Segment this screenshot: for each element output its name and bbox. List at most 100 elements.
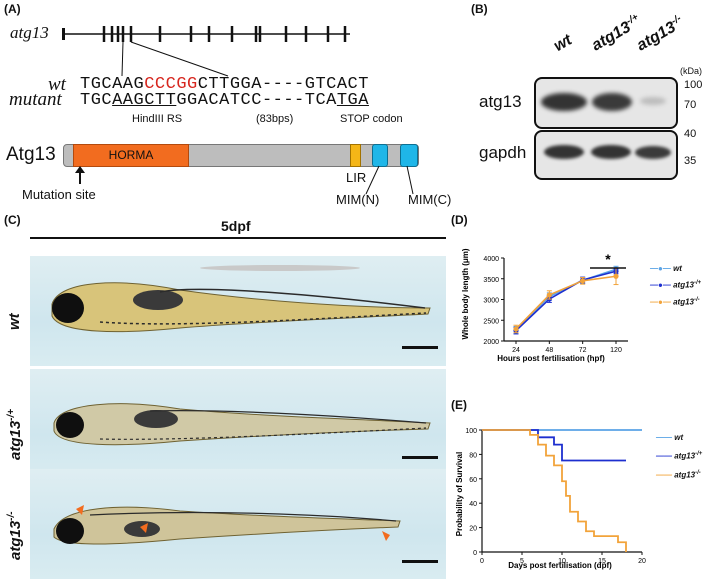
survival-legend-line-het-icon: —— <box>656 451 672 461</box>
growth-chart: 2000 2500 3000 3500 4000 24 48 72 120 Whole body… <box>461 248 628 363</box>
scale-bar-wt <box>402 346 438 349</box>
survival-y-tick-label: 0 <box>473 550 477 557</box>
panel-c-label: (C) <box>4 213 21 227</box>
growth-data-point <box>513 326 519 332</box>
growth-x-tick-label: 24 <box>512 347 520 354</box>
survival-legend-line-ko-icon: —— <box>656 470 672 480</box>
gapdh-band-wt <box>544 145 584 159</box>
survival-legend-het-sup: -/+ <box>695 451 703 457</box>
mim-n-label: MIM(N) <box>336 192 380 207</box>
growth-legend-ko-sup: -/- <box>693 296 700 303</box>
mut-seq-hindiii: AAGCTT <box>112 91 177 110</box>
lane-wt-label: wt <box>551 32 575 56</box>
lane-wt-text: wt <box>551 31 575 56</box>
survival-x-tick-label: 10 <box>558 558 566 565</box>
panel-e-label: (E) <box>451 398 467 412</box>
fish-drawing-ko <box>53 505 401 545</box>
gapdh-band-ko <box>635 146 671 159</box>
fish-image-wt <box>30 256 446 366</box>
stop-codon-label: STOP codon <box>340 113 403 125</box>
row-label-ko: atg13-/- <box>6 511 24 560</box>
marker-35: 35 <box>684 155 697 167</box>
protein-name: Atg13 <box>6 144 56 165</box>
wt-seq-highlight: CCCGG <box>144 75 198 94</box>
survival-legend-ko: —— atg13-/- <box>656 465 702 484</box>
growth-data-point <box>613 273 619 279</box>
wt-seq-suffix: CTTGGA----GTCACT <box>197 75 369 94</box>
growth-y-axis-label: Whole body length (μm) <box>461 248 470 339</box>
fish-drawing-wt <box>51 265 431 333</box>
gene-name: atg13 <box>10 23 49 42</box>
growth-x-tick-label: 120 <box>610 347 622 354</box>
hindiii-label: HindIII RS <box>132 113 183 125</box>
mutant-sequence: TGCAAGCTTGGACATCC----TCATGA <box>80 91 369 110</box>
survival-x-tick-label: 20 <box>638 558 646 565</box>
wt-seq-prefix: TGCAAG <box>80 75 145 94</box>
lir-motif <box>350 144 361 167</box>
growth-legend-ko: —●— atg13-/- <box>650 293 701 310</box>
marker-100: 100 <box>684 79 703 91</box>
panel-c-title-rule <box>30 237 446 239</box>
row-label-ko-text: atg13 <box>7 520 24 560</box>
growth-y-tick-label: 2500 <box>483 318 499 325</box>
survival-legend-line-wt-icon: —— <box>656 433 672 442</box>
survival-legend-wt: —— wt <box>656 430 702 446</box>
legend-dot-wt-icon: —●— <box>650 264 671 273</box>
mut-seq-mid: GGACATCC----TCA <box>176 91 337 110</box>
panel-b-label: (B) <box>471 2 488 16</box>
lane-ko-label: atg13-/- <box>633 13 687 55</box>
row-label-het: atg13-/+ <box>6 409 24 460</box>
survival-legend-het-text: atg13 <box>674 451 696 461</box>
survival-y-tick-label: 40 <box>469 501 477 508</box>
growth-y-tick-label: 3500 <box>483 277 499 284</box>
horma-domain: HORMA <box>73 144 189 167</box>
growth-legend-het-sup: -/+ <box>693 280 702 286</box>
atg13-blot <box>534 77 678 129</box>
panel-d-label: (D) <box>451 213 468 227</box>
marker-70: 70 <box>684 99 697 111</box>
atg13-band-het <box>592 93 632 111</box>
growth-y-tick-label: 4000 <box>483 256 499 263</box>
growth-y-tick-label: 2000 <box>483 339 499 346</box>
scale-bar-ko <box>402 560 438 563</box>
survival-y-tick-label: 60 <box>469 477 477 484</box>
growth-series-line <box>515 270 617 332</box>
significance-star: * <box>605 251 611 267</box>
survival-legend-het: —— atg13-/+ <box>656 446 702 465</box>
survival-x-tick-label: 15 <box>598 558 606 565</box>
mutant-label: mutant <box>9 89 62 110</box>
gapdh-band-label: gapdh <box>479 143 527 162</box>
survival-legend-ko-sup: -/- <box>695 469 701 476</box>
panel-c-title: 5dpf <box>221 218 251 234</box>
protein-annotation-lines <box>75 165 414 195</box>
wt-sequence: TGCAAGCCCGGCTTGGA----GTCACT <box>80 75 369 94</box>
atg13-band-ko <box>640 97 666 105</box>
atg13-band-wt <box>541 93 587 111</box>
gene-structure-diagram <box>62 26 350 77</box>
bps-label: (83bps) <box>256 113 294 125</box>
lane-het-label: atg13-/+ <box>588 12 644 56</box>
growth-legend-wt: —●— wt <box>650 262 701 276</box>
survival-y-tick-label: 20 <box>469 526 477 533</box>
legend-dot-het-icon: —●— <box>650 280 671 290</box>
fish-image-ko <box>30 469 446 579</box>
growth-legend-wt-text: wt <box>673 264 682 273</box>
growth-data-point <box>580 278 586 284</box>
survival-legend: —— wt —— atg13-/+ —— atg13-/- <box>656 430 702 483</box>
gapdh-band-het <box>591 145 631 159</box>
panel-a-label: (A) <box>4 2 21 16</box>
atg13-band-label: atg13 <box>479 92 522 111</box>
lir-label: LIR <box>346 170 367 185</box>
survival-x-axis-label: Days post fertilisation (dpf) <box>508 561 612 570</box>
survival-legend-ko-text: atg13 <box>674 470 696 480</box>
survival-x-tick-label: 5 <box>520 558 524 565</box>
growth-legend-het-text: atg13 <box>673 280 694 290</box>
fish-image-het <box>30 369 446 479</box>
row-label-wt: wt <box>6 313 23 330</box>
mutation-site-label: Mutation site <box>22 187 96 202</box>
growth-x-tick-label: 48 <box>545 347 553 354</box>
marker-40: 40 <box>684 128 697 140</box>
survival-series-line <box>482 429 627 552</box>
gapdh-blot <box>534 130 678 180</box>
fish-drawing-het <box>53 403 431 446</box>
